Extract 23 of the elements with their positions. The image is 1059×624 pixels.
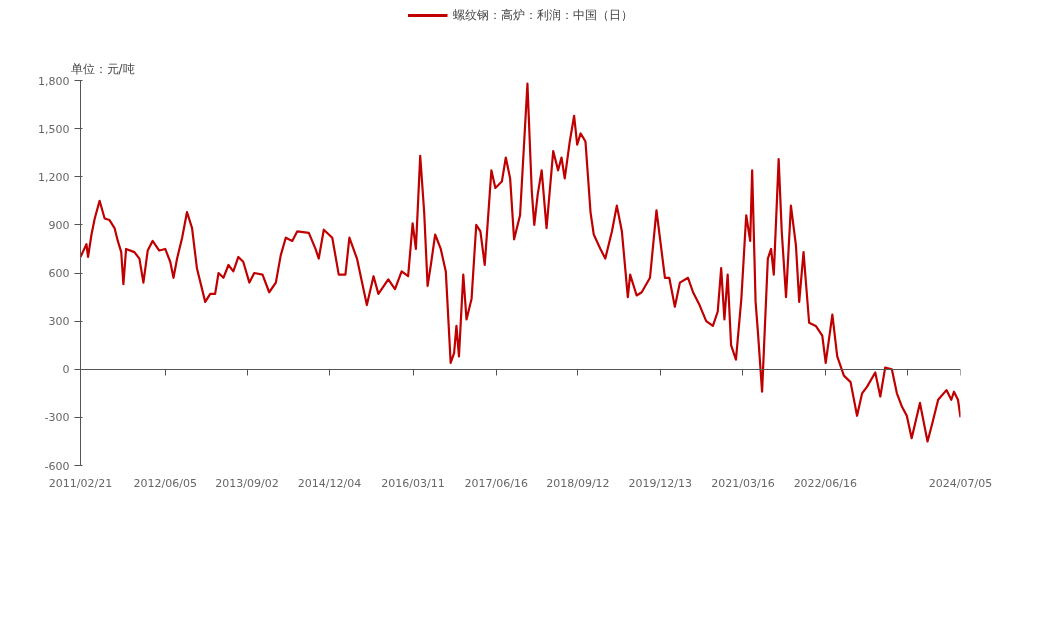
x-tick-label: 2011/02/21 <box>48 476 113 490</box>
y-tick-label: -600 <box>44 459 70 473</box>
x-tick-label: 2016/03/11 <box>381 476 445 490</box>
x-tick-label: 2019/12/13 <box>628 476 692 490</box>
x-tick-label: 2014/12/04 <box>297 476 362 490</box>
x-tick-label: 2013/09/02 <box>215 476 279 490</box>
x-tick-label: 2012/06/05 <box>133 476 197 490</box>
y-tick-label: 600 <box>48 267 70 280</box>
y-axis-title: 单位：元/吨 <box>70 61 135 76</box>
x-tick-label: 2021/03/16 <box>711 476 775 490</box>
y-tick-label: 1,200 <box>38 170 70 184</box>
y-tick-label: 1,500 <box>38 122 70 136</box>
x-tick-label: 2017/06/16 <box>464 476 528 490</box>
y-tick-label: -300 <box>44 411 70 425</box>
y-tick-label: 0 <box>62 363 70 377</box>
x-tick-label: 2024/07/05 <box>928 476 993 490</box>
line-series <box>80 82 961 443</box>
y-tick-label: 900 <box>48 218 70 232</box>
x-tick-label: 2022/06/16 <box>793 476 858 490</box>
x-tick-label: 2018/09/12 <box>546 476 610 490</box>
legend-label: 螺纹钢：高炉：利润：中国（日） <box>452 6 633 24</box>
y-tick-label: 300 <box>48 315 70 329</box>
y-tick-label: 1,800 <box>38 74 70 88</box>
